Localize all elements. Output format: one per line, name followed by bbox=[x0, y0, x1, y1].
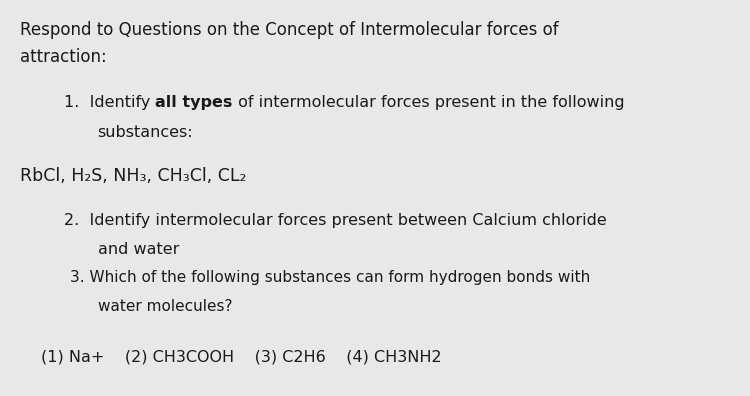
Text: 1.  Identify: 1. Identify bbox=[64, 95, 155, 110]
Text: of intermolecular forces present in the following: of intermolecular forces present in the … bbox=[232, 95, 624, 110]
Text: Respond to Questions on the Concept of Intermolecular forces of: Respond to Questions on the Concept of I… bbox=[20, 21, 559, 38]
Text: attraction:: attraction: bbox=[20, 48, 107, 66]
Text: all types: all types bbox=[155, 95, 232, 110]
Text: 3. Which of the following substances can form hydrogen bonds with: 3. Which of the following substances can… bbox=[70, 270, 590, 285]
Text: RbCl, H₂S, NH₃, CH₃Cl, CL₂: RbCl, H₂S, NH₃, CH₃Cl, CL₂ bbox=[20, 167, 247, 185]
Text: 2.  Identify intermolecular forces present between Calcium chloride: 2. Identify intermolecular forces presen… bbox=[64, 213, 607, 228]
Text: water molecules?: water molecules? bbox=[98, 299, 232, 314]
Text: substances:: substances: bbox=[98, 125, 194, 140]
Text: (1) Na+    (2) CH3COOH    (3) C2H6    (4) CH3NH2: (1) Na+ (2) CH3COOH (3) C2H6 (4) CH3NH2 bbox=[41, 349, 442, 364]
Text: and water: and water bbox=[98, 242, 178, 257]
